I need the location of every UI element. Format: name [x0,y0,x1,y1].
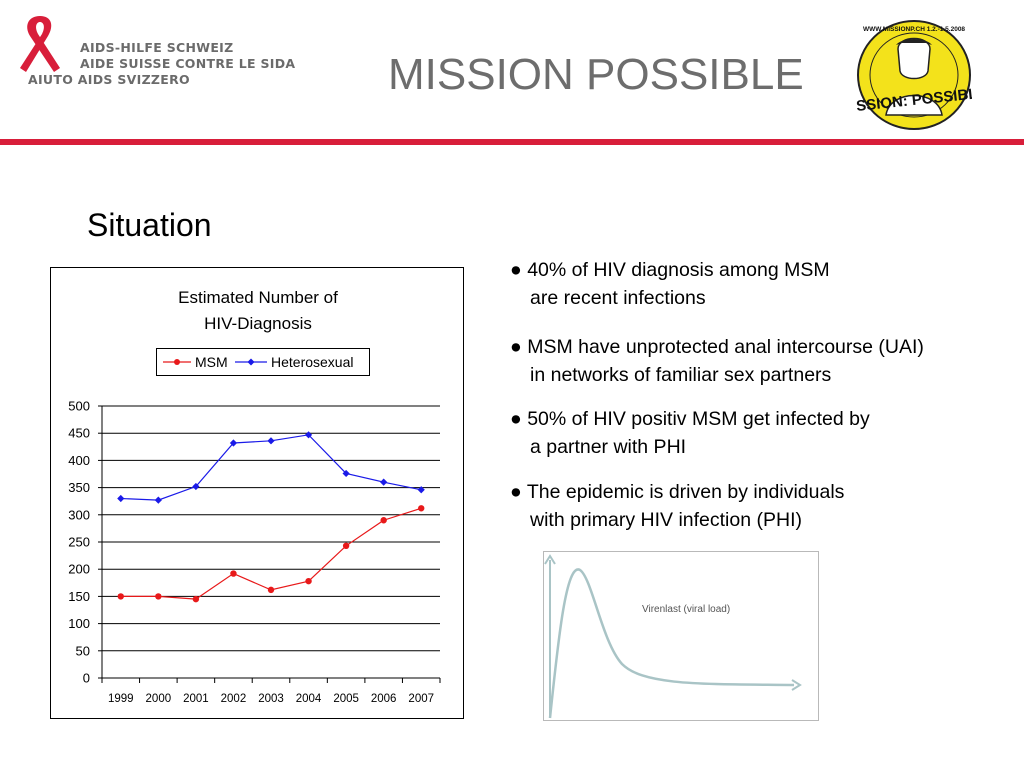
chart-title-line-2: HIV-Diagnosis [204,314,312,333]
viral-load-line [548,568,795,719]
bullet-marker: ● [510,481,522,503]
bullet-item: ● 40% of HIV diagnosis among MSM are rec… [510,256,830,312]
bullet-line-1: MSM have unprotected anal intercourse (U… [527,336,924,358]
mission-possible-badge: MISSION: POSSIBLE WWW.MISSIONP.CH 1.2.-1… [856,20,972,130]
bullet-line-2: are recent infections [530,287,706,309]
bullet-line-2: in networks of familiar sex partners [530,364,832,386]
bullet-item: ● The epidemic is driven by individuals … [510,478,844,534]
org-name-fr: AIDE SUISSE CONTRE LE SIDA [80,56,296,71]
header-divider [0,139,1024,145]
viral-load-chart: Virenlast (viral load) [543,551,819,721]
red-ribbon-icon [20,16,60,72]
bullet-item: ● 50% of HIV positiv MSM get infected by… [510,405,870,461]
aids-hilfe-logo: AIDS-HILFE SCHWEIZ AIDE SUISSE CONTRE LE… [18,12,295,92]
bullet-item: ● MSM have unprotected anal intercourse … [510,333,924,389]
legend-msm-marker [174,359,180,365]
bullet-marker: ● [510,408,522,430]
bullet-line-2: a partner with PHI [530,436,687,458]
bullet-marker: ● [510,259,522,281]
legend-msm-label: MSM [195,354,228,370]
bullet-line-2: with primary HIV infection (PHI) [530,509,802,531]
slide-title: MISSION POSSIBLE [388,50,804,99]
chart-title-line-1: Estimated Number of [178,288,338,307]
bullet-marker: ● [510,336,522,358]
legend-hetero-marker [247,358,255,366]
org-name-it: AIUTO AIDS SVIZZERO [28,72,190,87]
legend-hetero-label: Heterosexual [271,354,354,370]
chart-frame: Estimated Number of HIV-Diagnosis [50,267,464,719]
org-name-de: AIDS-HILFE SCHWEIZ [80,40,234,55]
svg-text:WWW.MISSIONP.CH 1.2.-1.5.2008: WWW.MISSIONP.CH 1.2.-1.5.2008 [863,26,965,33]
bullet-line-1: The epidemic is driven by individuals [526,481,845,503]
bullet-line-1: 50% of HIV positiv MSM get infected by [527,408,870,430]
bullet-line-1: 40% of HIV diagnosis among MSM [527,259,830,281]
viral-load-annotation: Virenlast (viral load) [642,604,731,615]
viral-load-curve [544,554,802,719]
section-title: Situation [87,207,212,243]
chart-legend: MSM Heterosexual [156,348,370,376]
arrow-right-icon [791,679,802,691]
